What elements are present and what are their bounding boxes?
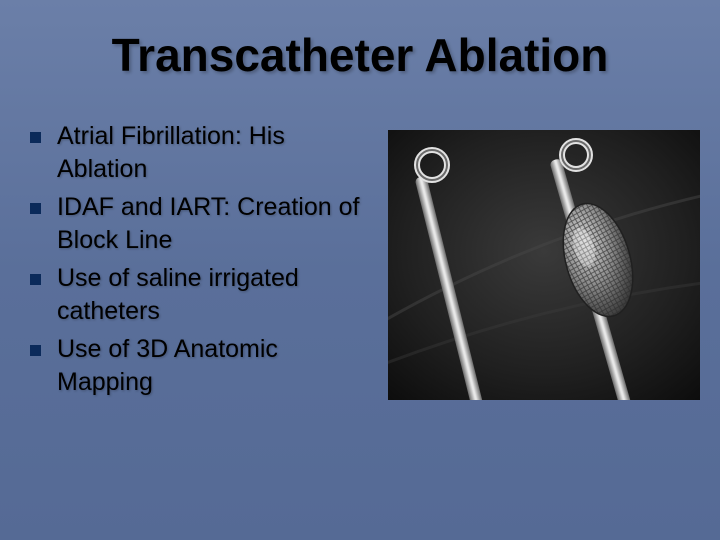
bullet-marker [30,203,41,214]
bullet-text: IDAF and IART: Creation of Block Line [57,191,370,256]
slide-title: Transcatheter Ablation [0,28,720,82]
list-item: Use of saline irrigated catheters [30,262,370,327]
slide-container: Transcatheter Ablation Atrial Fibrillati… [0,0,720,540]
list-item: Use of 3D Anatomic Mapping [30,333,370,398]
bullet-text: Use of 3D Anatomic Mapping [57,333,370,398]
slide-image [388,130,700,400]
list-item: IDAF and IART: Creation of Block Line [30,191,370,256]
bullet-list: Atrial Fibrillation: His Ablation IDAF a… [30,120,370,404]
bullet-marker [30,345,41,356]
list-item: Atrial Fibrillation: His Ablation [30,120,370,185]
bullet-text: Atrial Fibrillation: His Ablation [57,120,370,185]
bullet-text: Use of saline irrigated catheters [57,262,370,327]
bullet-marker [30,274,41,285]
bullet-marker [30,132,41,143]
